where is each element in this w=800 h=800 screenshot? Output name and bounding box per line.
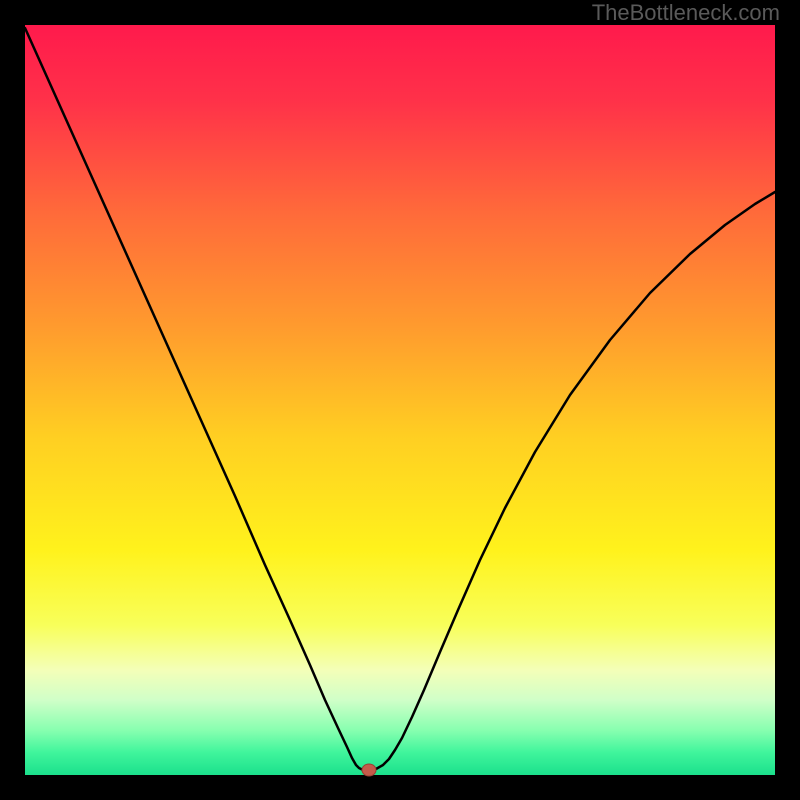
- bottleneck-chart: [0, 0, 800, 800]
- chart-container: TheBottleneck.com: [0, 0, 800, 800]
- plot-background: [25, 25, 775, 775]
- watermark-text: TheBottleneck.com: [592, 0, 780, 26]
- minimum-marker-icon: [362, 764, 376, 776]
